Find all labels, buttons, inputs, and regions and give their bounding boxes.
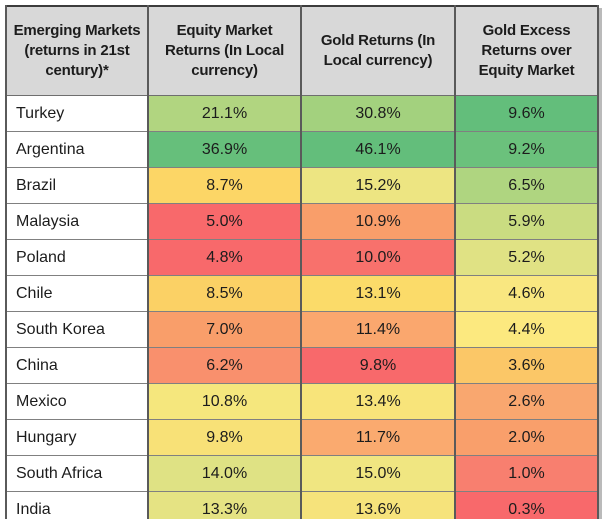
- table-row-poland: Poland 4.8% 10.0% 5.2%: [5, 239, 599, 276]
- country-cell: Poland: [5, 239, 149, 276]
- equity-return-cell: 8.7%: [147, 167, 302, 204]
- equity-return-cell: 21.1%: [147, 95, 302, 132]
- gold-return-cell: 11.7%: [300, 419, 456, 456]
- country-cell: China: [5, 347, 149, 384]
- gold-return-cell: 13.4%: [300, 383, 456, 420]
- gold-return-cell: 15.0%: [300, 455, 456, 492]
- gold-return-cell: 46.1%: [300, 131, 456, 168]
- col-header-gold-excess-returns: Gold Excess Returns over Equity Market: [454, 5, 599, 96]
- table-row-hungary: Hungary 9.8% 11.7% 2.0%: [5, 419, 599, 456]
- equity-return-cell: 9.8%: [147, 419, 302, 456]
- gold-return-cell: 13.6%: [300, 491, 456, 519]
- gold-excess-cell: 9.2%: [454, 131, 599, 168]
- country-cell: Mexico: [5, 383, 149, 420]
- table-row-turkey: Turkey 21.1% 30.8% 9.6%: [5, 95, 599, 132]
- gold-return-cell: 13.1%: [300, 275, 456, 312]
- gold-excess-cell: 2.0%: [454, 419, 599, 456]
- table-row-malaysia: Malaysia 5.0% 10.9% 5.9%: [5, 203, 599, 240]
- gold-excess-cell: 4.6%: [454, 275, 599, 312]
- gold-excess-cell: 3.6%: [454, 347, 599, 384]
- gold-return-cell: 15.2%: [300, 167, 456, 204]
- country-cell: Argentina: [5, 131, 149, 168]
- equity-return-cell: 14.0%: [147, 455, 302, 492]
- country-cell: India: [5, 491, 149, 519]
- equity-return-cell: 10.8%: [147, 383, 302, 420]
- country-cell: Malaysia: [5, 203, 149, 240]
- header-row: Emerging Markets (returns in 21st centur…: [5, 5, 599, 96]
- gold-return-cell: 9.8%: [300, 347, 456, 384]
- equity-return-cell: 5.0%: [147, 203, 302, 240]
- table-row-chile: Chile 8.5% 13.1% 4.6%: [5, 275, 599, 312]
- country-cell: South Korea: [5, 311, 149, 348]
- gold-return-cell: 11.4%: [300, 311, 456, 348]
- gold-excess-cell: 5.9%: [454, 203, 599, 240]
- gold-excess-cell: 6.5%: [454, 167, 599, 204]
- table-row-argentina: Argentina 36.9% 46.1% 9.2%: [5, 131, 599, 168]
- col-header-equity-returns: Equity Market Returns (In Local currency…: [147, 5, 302, 96]
- col-header-gold-returns: Gold Returns (In Local currency): [300, 5, 456, 96]
- col-header-emerging-markets: Emerging Markets (returns in 21st centur…: [5, 5, 149, 96]
- country-cell: Chile: [5, 275, 149, 312]
- gold-excess-cell: 1.0%: [454, 455, 599, 492]
- table-row-brazil: Brazil 8.7% 15.2% 6.5%: [5, 167, 599, 204]
- gold-excess-cell: 0.3%: [454, 491, 599, 519]
- gold-excess-cell: 9.6%: [454, 95, 599, 132]
- equity-return-cell: 6.2%: [147, 347, 302, 384]
- gold-return-cell: 10.9%: [300, 203, 456, 240]
- table-row-south-korea: South Korea 7.0% 11.4% 4.4%: [5, 311, 599, 348]
- equity-return-cell: 4.8%: [147, 239, 302, 276]
- table-row-china: China 6.2% 9.8% 3.6%: [5, 347, 599, 384]
- country-cell: South Africa: [5, 455, 149, 492]
- gold-excess-cell: 5.2%: [454, 239, 599, 276]
- table-row-india: India 13.3% 13.6% 0.3%: [5, 491, 599, 519]
- equity-return-cell: 8.5%: [147, 275, 302, 312]
- gold-excess-cell: 2.6%: [454, 383, 599, 420]
- table-row-south-africa: South Africa 14.0% 15.0% 1.0%: [5, 455, 599, 492]
- equity-return-cell: 36.9%: [147, 131, 302, 168]
- emerging-markets-returns-table: Emerging Markets (returns in 21st centur…: [5, 5, 599, 519]
- equity-return-cell: 7.0%: [147, 311, 302, 348]
- country-cell: Brazil: [5, 167, 149, 204]
- gold-excess-cell: 4.4%: [454, 311, 599, 348]
- country-cell: Turkey: [5, 95, 149, 132]
- equity-return-cell: 13.3%: [147, 491, 302, 519]
- country-cell: Hungary: [5, 419, 149, 456]
- table-row-mexico: Mexico 10.8% 13.4% 2.6%: [5, 383, 599, 420]
- gold-return-cell: 30.8%: [300, 95, 456, 132]
- gold-return-cell: 10.0%: [300, 239, 456, 276]
